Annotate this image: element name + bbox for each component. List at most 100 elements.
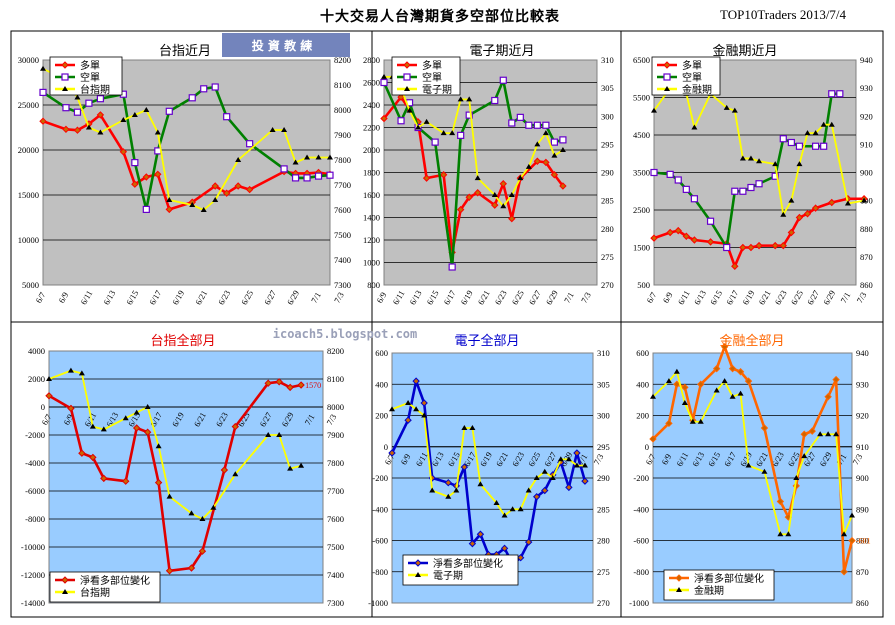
data-point bbox=[785, 531, 792, 537]
data-point bbox=[665, 419, 673, 428]
series-line bbox=[391, 402, 585, 517]
data-point bbox=[406, 107, 413, 113]
data-point bbox=[804, 130, 811, 136]
y2-tick-label: 280 bbox=[597, 536, 610, 546]
x-tick-label: 6/7 bbox=[39, 412, 53, 426]
data-point bbox=[833, 431, 840, 437]
data-point bbox=[801, 453, 808, 459]
y-tick-label: 6500 bbox=[633, 55, 650, 65]
data-point bbox=[534, 141, 541, 147]
data-point bbox=[62, 104, 70, 112]
data-point bbox=[211, 182, 219, 190]
legend-label: 淨看多部位變化 bbox=[80, 574, 150, 587]
data-point bbox=[729, 393, 736, 399]
data-point bbox=[468, 539, 477, 548]
data-point bbox=[508, 192, 515, 197]
data-point bbox=[723, 243, 731, 252]
x-tick-label: 6/21 bbox=[476, 288, 492, 306]
x-tick-label: 7/3 bbox=[332, 290, 346, 304]
y2-tick-label: 305 bbox=[601, 83, 614, 93]
y2-tick-label: 7300 bbox=[334, 280, 351, 290]
data-point bbox=[525, 121, 533, 129]
data-point bbox=[444, 478, 452, 487]
data-point bbox=[431, 138, 439, 146]
legend-marker bbox=[676, 587, 682, 592]
x-tick-label: 6/29 bbox=[821, 288, 837, 306]
data-point bbox=[457, 96, 464, 102]
y-tick-label: -1000 bbox=[368, 598, 388, 608]
x-tick-label: 7/1 bbox=[838, 290, 852, 304]
y2-tick-label: 880 bbox=[860, 224, 873, 234]
data-point bbox=[825, 431, 832, 437]
data-point bbox=[755, 180, 763, 188]
legend-label: 電子期 bbox=[433, 570, 463, 582]
data-point bbox=[581, 462, 588, 468]
x-tick-label: 6/11 bbox=[78, 289, 94, 307]
y2-tick-label: 310 bbox=[601, 55, 614, 65]
data-point bbox=[188, 510, 195, 516]
data-point bbox=[793, 475, 800, 480]
y2-tick-label: 270 bbox=[597, 598, 610, 608]
data-point bbox=[550, 171, 559, 179]
data-point bbox=[234, 182, 242, 190]
data-point bbox=[154, 129, 161, 135]
data-point bbox=[739, 243, 747, 252]
data-point bbox=[551, 152, 558, 158]
data-point bbox=[235, 157, 242, 162]
x-tick-label: 6/15 bbox=[124, 288, 140, 306]
data-point bbox=[314, 172, 323, 180]
data-point bbox=[461, 425, 468, 430]
data-point bbox=[199, 516, 206, 521]
y2-tick-label: 940 bbox=[856, 348, 869, 358]
data-point bbox=[720, 343, 729, 351]
data-point bbox=[133, 409, 140, 415]
data-point bbox=[292, 159, 299, 165]
data-point bbox=[45, 392, 53, 400]
data-point bbox=[40, 65, 46, 71]
data-point bbox=[559, 182, 567, 190]
data-point bbox=[449, 130, 456, 136]
legend-marker bbox=[404, 86, 410, 91]
y2-tick-label: 8000 bbox=[334, 105, 351, 115]
x-tick-label: 6/9 bbox=[56, 290, 70, 304]
data-point bbox=[491, 96, 499, 105]
data-point bbox=[73, 126, 82, 134]
data-point bbox=[46, 376, 52, 381]
y-tick-label: 5000 bbox=[22, 280, 39, 290]
data-point bbox=[501, 512, 508, 518]
data-point bbox=[474, 189, 482, 197]
x-tick-label: 6/23 bbox=[493, 288, 509, 306]
data-point bbox=[67, 404, 75, 413]
data-point bbox=[739, 187, 747, 195]
data-point bbox=[381, 73, 387, 79]
data-point bbox=[413, 406, 420, 412]
data-point bbox=[493, 500, 500, 505]
data-point bbox=[276, 432, 283, 437]
data-point bbox=[820, 142, 828, 150]
data-point bbox=[828, 90, 836, 98]
data-point bbox=[154, 170, 162, 179]
legend-label: 台指期 bbox=[80, 83, 110, 96]
data-point bbox=[499, 76, 507, 84]
data-point bbox=[525, 163, 532, 169]
y-tick-label: 0 bbox=[645, 442, 649, 452]
y2-tick-label: 900 bbox=[860, 168, 873, 178]
data-point bbox=[861, 197, 868, 203]
y-tick-label: 2000 bbox=[28, 374, 45, 384]
data-point bbox=[100, 474, 108, 483]
data-point bbox=[542, 158, 550, 167]
x-tick-label: 6/21 bbox=[193, 288, 209, 306]
data-point bbox=[800, 430, 808, 438]
data-point bbox=[474, 175, 481, 181]
y2-tick-label: 890 bbox=[856, 504, 869, 514]
data-point bbox=[697, 418, 704, 424]
y-tick-label: -800 bbox=[372, 567, 388, 577]
data-point bbox=[541, 486, 549, 495]
data-point bbox=[388, 449, 396, 457]
legend-marker bbox=[415, 572, 421, 577]
data-point bbox=[200, 85, 208, 93]
y2-tick-label: 300 bbox=[601, 111, 614, 121]
